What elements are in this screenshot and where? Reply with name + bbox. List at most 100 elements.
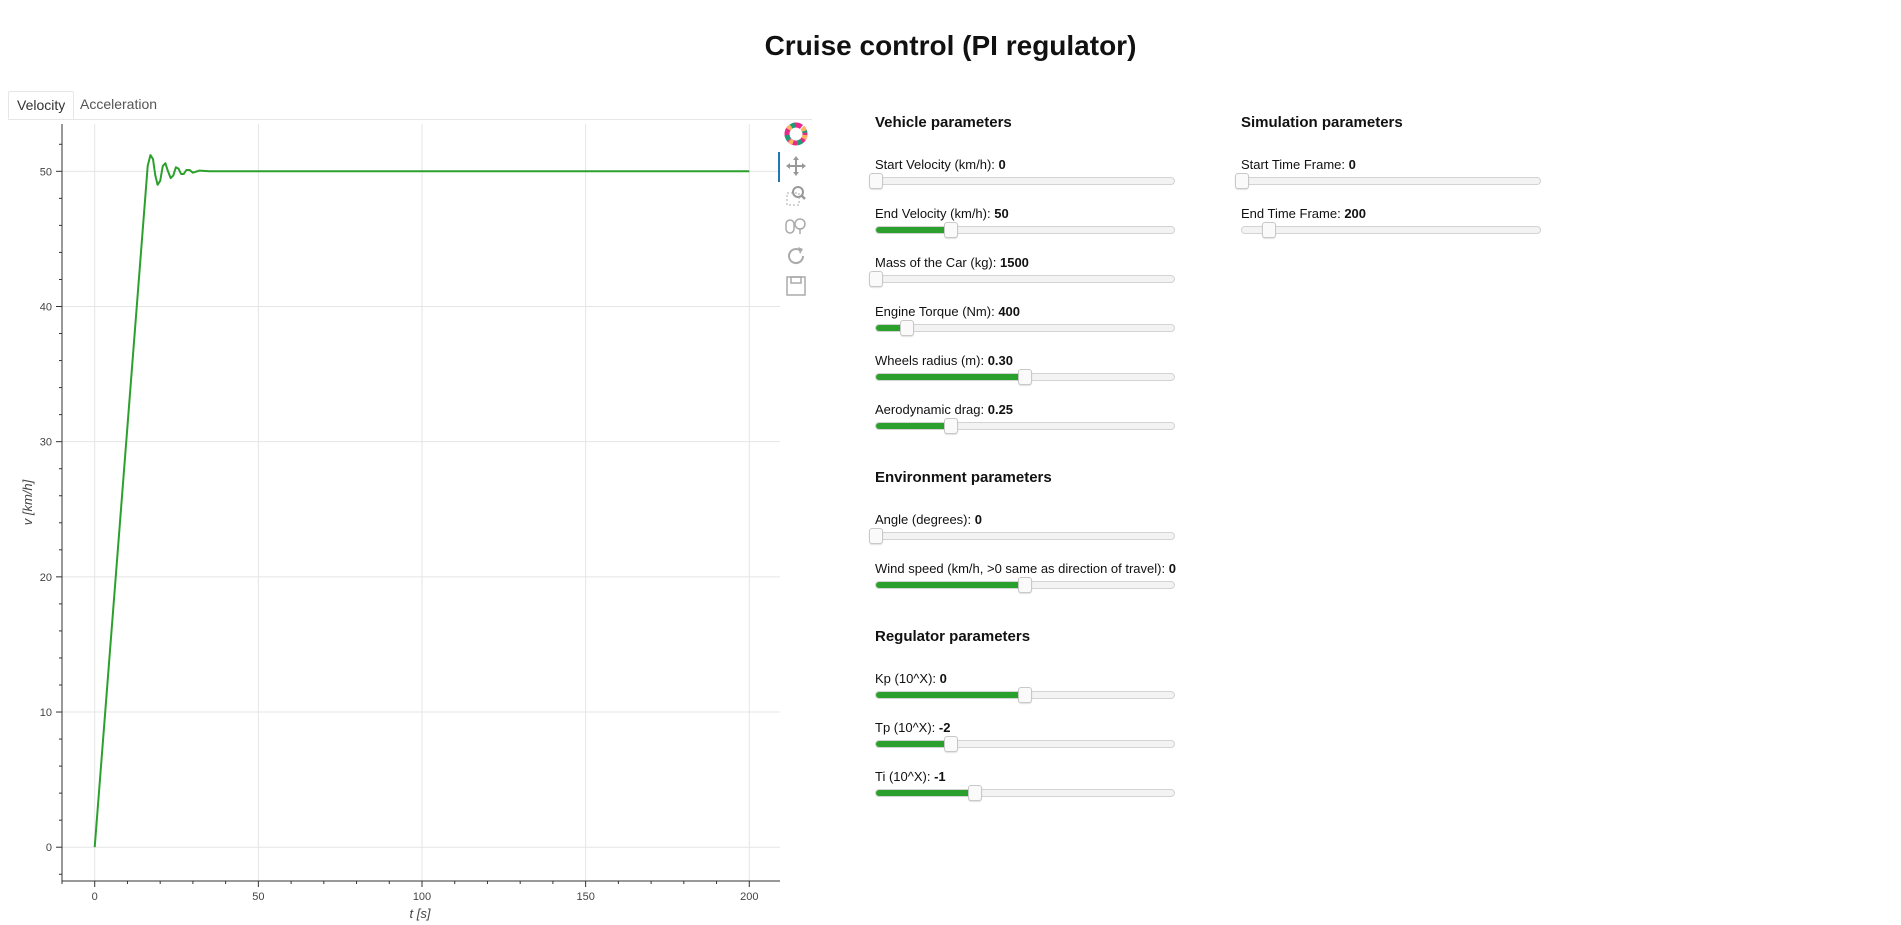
save-icon[interactable]: [784, 274, 808, 298]
slider-track[interactable]: [875, 418, 1175, 434]
slider-value: 200: [1344, 206, 1367, 221]
slider-value: 0: [1168, 561, 1176, 576]
simulation-panel: Simulation parameters Start Time Frame: …: [1235, 114, 1543, 255]
slider-value: 1500: [999, 255, 1029, 270]
slider-label-text: Aerodynamic drag:: [875, 402, 988, 417]
slider-handle[interactable]: [943, 222, 958, 238]
slider-value: 0.30: [987, 353, 1014, 368]
slider-handle[interactable]: [1018, 369, 1032, 385]
slider-simulation-0: Start Time Frame: 0: [1235, 157, 1543, 206]
slider-value: -1: [934, 769, 946, 784]
wheel-zoom-icon[interactable]: [784, 214, 808, 238]
slider-fill: [876, 227, 951, 233]
slider-track[interactable]: [869, 271, 1175, 287]
slider-fill: [876, 582, 1025, 588]
slider-handle[interactable]: [869, 528, 883, 544]
slider-handle[interactable]: [1018, 577, 1032, 593]
y-tick-label: 50: [40, 166, 52, 178]
velocity-chart[interactable]: 0 50 100 150 200 0 10 20 30 40 50 t [s] v [km/h]: [0, 120, 780, 925]
pan-icon[interactable]: [784, 154, 808, 178]
slider-label-text: End Velocity (km/h):: [875, 206, 995, 221]
slider-environment-0: Angle (degrees): 0: [869, 512, 1177, 561]
slider-label: Mass of the Car (kg): 1500: [875, 255, 1029, 270]
slider-regulator-2: Ti (10^X): -1: [875, 769, 1177, 818]
slider-track[interactable]: [1241, 222, 1541, 238]
slider-handle[interactable]: [869, 173, 883, 189]
slider-environment-1: Wind speed (km/h, >0 same as direction o…: [875, 561, 1177, 610]
page-title: Cruise control (PI regulator): [764, 30, 1137, 61]
x-tick-label: 50: [252, 891, 264, 903]
slider-label: Kp (10^X): 0: [875, 671, 947, 686]
slider-track[interactable]: [869, 528, 1175, 544]
bokeh-logo[interactable]: [784, 122, 808, 146]
environment-heading: Environment parameters: [875, 469, 1052, 486]
x-tick-label: 0: [92, 891, 98, 903]
slider-vehicle-0: Start Velocity (km/h): 0: [869, 157, 1177, 206]
slider-label: Wind speed (km/h, >0 same as direction o…: [875, 561, 1176, 576]
slider-handle[interactable]: [968, 785, 983, 801]
vehicle-heading: Vehicle parameters: [875, 114, 1012, 131]
slider-label-text: Mass of the Car (kg):: [875, 255, 1000, 270]
slider-handle[interactable]: [900, 320, 915, 336]
slider-track[interactable]: [875, 736, 1175, 752]
slider-label-text: Angle (degrees):: [875, 512, 975, 527]
x-tick-label: 100: [413, 891, 431, 903]
slider-track[interactable]: [1235, 173, 1541, 189]
slider-value: 0: [974, 512, 982, 527]
reset-icon[interactable]: [784, 244, 808, 268]
slider-vehicle-5: Aerodynamic drag: 0.25: [875, 402, 1177, 451]
slider-vehicle-3: Engine Torque (Nm): 400: [875, 304, 1177, 353]
slider-track[interactable]: [875, 369, 1175, 385]
slider-value: 0: [939, 671, 947, 686]
slider-label-text: Wind speed (km/h, >0 same as direction o…: [875, 561, 1169, 576]
slider-label: End Velocity (km/h): 50: [875, 206, 1009, 221]
slider-value: 400: [998, 304, 1021, 319]
slider-simulation-1: End Time Frame: 200: [1241, 206, 1543, 255]
slider-vehicle-4: Wheels radius (m): 0.30: [875, 353, 1177, 402]
slider-vehicle-2: Mass of the Car (kg): 1500: [869, 255, 1177, 304]
slider-track[interactable]: [875, 577, 1175, 593]
x-tick-label: 200: [740, 891, 758, 903]
y-tick-label: 30: [40, 437, 52, 449]
slider-label-text: Engine Torque (Nm):: [875, 304, 999, 319]
slider-track[interactable]: [869, 173, 1175, 189]
y-tick-label: 10: [40, 707, 52, 719]
slider-handle[interactable]: [943, 418, 958, 434]
slider-handle[interactable]: [1261, 222, 1276, 238]
slider-fill: [876, 325, 908, 331]
slider-track[interactable]: [875, 320, 1175, 336]
slider-label: Start Velocity (km/h): 0: [875, 157, 1006, 172]
slider-value: 0: [1348, 157, 1356, 172]
slider-label-text: Start Time Frame:: [1241, 157, 1349, 172]
x-tick-label: 150: [576, 891, 594, 903]
active-tool-indicator: [778, 152, 780, 182]
slider-track[interactable]: [875, 687, 1175, 703]
slider-label-text: Ti (10^X):: [875, 769, 935, 784]
slider-vehicle-1: End Velocity (km/h): 50: [875, 206, 1177, 255]
slider-label: Angle (degrees): 0: [875, 512, 982, 527]
simulation-heading: Simulation parameters: [1241, 114, 1403, 131]
slider-fill: [876, 790, 976, 796]
slider-value: 0: [998, 157, 1006, 172]
slider-value: 50: [994, 206, 1009, 221]
slider-label-text: End Time Frame:: [1241, 206, 1345, 221]
slider-label-text: Kp (10^X):: [875, 671, 940, 686]
y-tick-label: 40: [40, 301, 52, 313]
slider-label: Engine Torque (Nm): 400: [875, 304, 1020, 319]
slider-fill: [876, 423, 951, 429]
slider-handle[interactable]: [943, 736, 958, 752]
plot-area: [62, 124, 780, 881]
slider-track[interactable]: [875, 222, 1175, 238]
slider-handle[interactable]: [1235, 173, 1249, 189]
slider-label-text: Wheels radius (m):: [875, 353, 988, 368]
y-tick-label: 0: [46, 842, 52, 854]
tab-velocity[interactable]: Velocity: [8, 91, 75, 119]
series-line-0: [93, 154, 750, 848]
slider-track[interactable]: [875, 785, 1175, 801]
slider-handle[interactable]: [869, 271, 883, 287]
slider-handle[interactable]: [1018, 687, 1032, 703]
box-zoom-icon[interactable]: [784, 184, 808, 208]
slider-fill: [876, 692, 1025, 698]
slider-label: End Time Frame: 200: [1241, 206, 1366, 221]
tab-acceleration[interactable]: Acceleration: [80, 96, 158, 112]
